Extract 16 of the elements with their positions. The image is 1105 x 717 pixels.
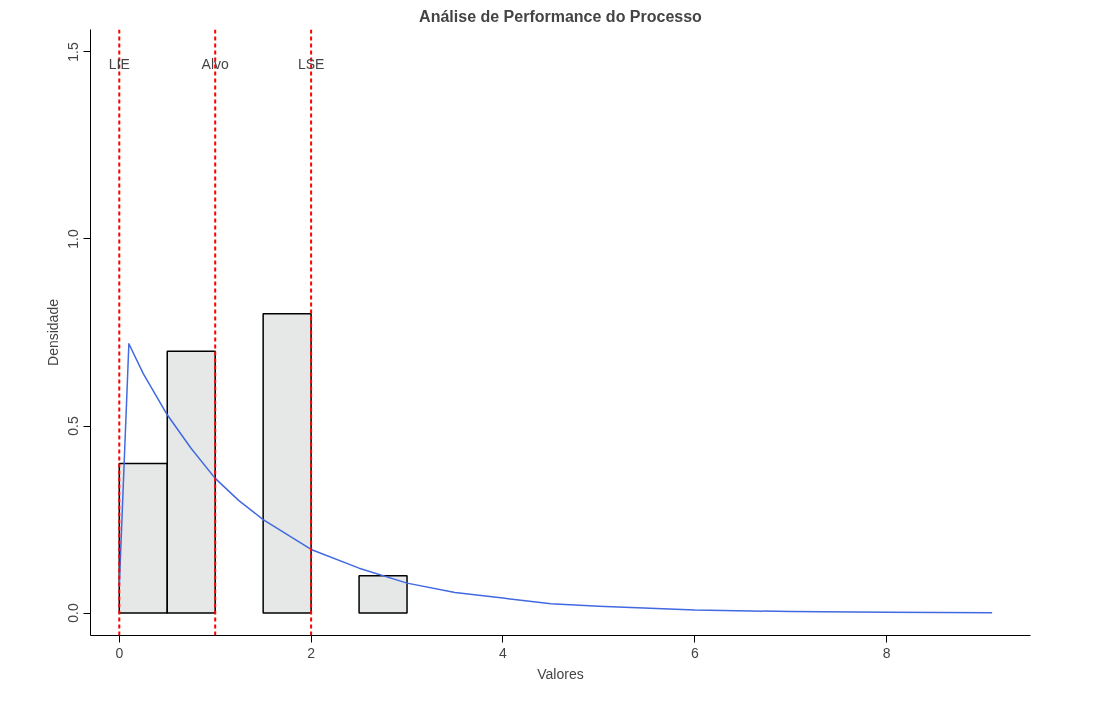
x-tick-label: 2 [307, 644, 316, 661]
y-tick-label: 0.0 [65, 603, 82, 623]
y-tick-label: 0.5 [65, 416, 82, 436]
x-tick-label: 8 [882, 644, 891, 661]
ref-line-label: Alvo [201, 55, 230, 72]
y-tick-label: 1.5 [65, 42, 82, 62]
ref-line-label: LSE [297, 55, 325, 72]
x-tick-label: 4 [499, 644, 508, 661]
x-tick-label: 6 [690, 644, 699, 661]
ref-line-label: LIE [108, 55, 130, 72]
chart-title: Análise de Performance do Processo [419, 7, 703, 25]
x-axis-title: Valores [537, 665, 584, 682]
line-series [118, 342, 993, 614]
x-tick-label: 0 [115, 644, 124, 661]
y-axis-title: Densidade [44, 298, 61, 366]
y-tick-label: 1.0 [65, 229, 82, 249]
